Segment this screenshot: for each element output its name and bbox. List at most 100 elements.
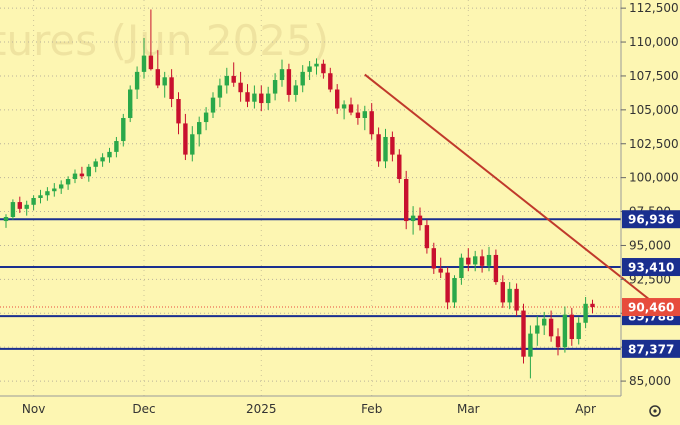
candle[interactable] [272,73,278,101]
candle[interactable] [500,275,505,308]
candle[interactable] [72,169,78,184]
candle[interactable] [231,62,236,87]
candle[interactable] [576,317,581,345]
time-tick-label: Apr [575,402,596,416]
candle[interactable] [203,107,209,131]
candle[interactable] [307,61,312,81]
candle[interactable] [321,59,326,79]
candle[interactable] [224,67,229,94]
candle[interactable] [10,199,16,220]
candle[interactable] [141,37,147,79]
candle[interactable] [114,136,119,158]
candle[interactable] [514,283,519,316]
candle[interactable] [162,71,167,98]
candle[interactable] [335,84,340,114]
candle[interactable] [252,85,257,109]
level-price-label: 96,936 [628,213,674,227]
candle[interactable] [542,311,547,335]
candle[interactable] [528,325,533,379]
candle[interactable] [93,158,98,173]
candle[interactable] [479,249,485,273]
candle[interactable] [121,113,126,147]
candle[interactable] [245,84,250,108]
candle[interactable] [438,257,443,279]
candle[interactable] [45,187,50,201]
candle[interactable] [390,131,395,162]
candle[interactable] [128,85,133,123]
candle[interactable] [555,328,561,356]
candle[interactable] [466,248,471,272]
candle[interactable] [38,189,43,204]
candle[interactable] [569,307,574,346]
candle[interactable] [445,267,450,310]
candle[interactable] [424,219,430,254]
candle[interactable] [459,253,464,285]
candle[interactable] [3,214,9,228]
candle[interactable] [259,85,264,112]
level-price-box [622,210,680,229]
candle[interactable] [328,67,333,93]
candle[interactable] [431,242,436,274]
candle[interactable] [176,92,181,135]
candle[interactable] [369,103,374,140]
candle[interactable] [190,126,195,162]
candle[interactable] [134,66,140,99]
candle[interactable] [535,315,540,346]
candle[interactable] [197,116,202,147]
candle[interactable] [183,113,188,161]
candle[interactable] [217,78,223,108]
candle[interactable] [79,166,85,180]
candle[interactable] [417,207,423,231]
candle[interactable] [148,9,154,71]
candle[interactable] [410,206,416,235]
price-tick-label: 107,500 [629,69,679,83]
candle[interactable] [362,105,367,131]
candle[interactable] [493,249,499,285]
candle[interactable] [17,196,22,213]
time-axis[interactable]: Nov Dec 2025 Feb Mar Apr [22,402,596,416]
candle[interactable] [86,164,91,182]
candle[interactable] [341,100,347,120]
candle[interactable] [100,153,105,167]
candle[interactable] [473,250,478,272]
candle[interactable] [59,180,64,194]
time-tick-label: 2025 [246,402,277,416]
candle[interactable] [31,195,36,211]
candle[interactable] [583,297,588,329]
candle[interactable] [107,147,112,163]
candle[interactable] [376,127,381,167]
candle[interactable] [210,92,216,118]
last-price-box [622,298,680,317]
candlesticks[interactable] [3,9,595,379]
candle[interactable] [507,282,512,310]
candle[interactable] [562,306,568,353]
chart-settings-icon[interactable] [649,405,661,417]
candle[interactable] [348,97,354,116]
trendline[interactable] [364,73,680,379]
candle[interactable] [293,80,298,102]
candle[interactable] [169,69,174,108]
candle[interactable] [24,200,29,216]
candle[interactable] [286,63,292,102]
candle[interactable] [548,310,554,342]
time-tick-label: Mar [457,402,480,416]
candle[interactable] [52,183,57,197]
price-tick-label: 100,000 [629,171,679,185]
candle[interactable] [266,86,271,110]
candle[interactable] [65,176,71,190]
candle[interactable] [355,104,361,125]
candle[interactable] [155,50,160,89]
candle[interactable] [590,299,595,314]
candle[interactable] [452,275,457,308]
candle[interactable] [404,170,409,230]
candle[interactable] [397,149,402,184]
candle[interactable] [300,65,305,93]
candle[interactable] [314,58,319,75]
candle[interactable] [279,59,285,87]
candle[interactable] [383,128,388,169]
candle[interactable] [521,303,526,364]
candle[interactable] [486,246,492,272]
candle[interactable] [238,71,243,102]
